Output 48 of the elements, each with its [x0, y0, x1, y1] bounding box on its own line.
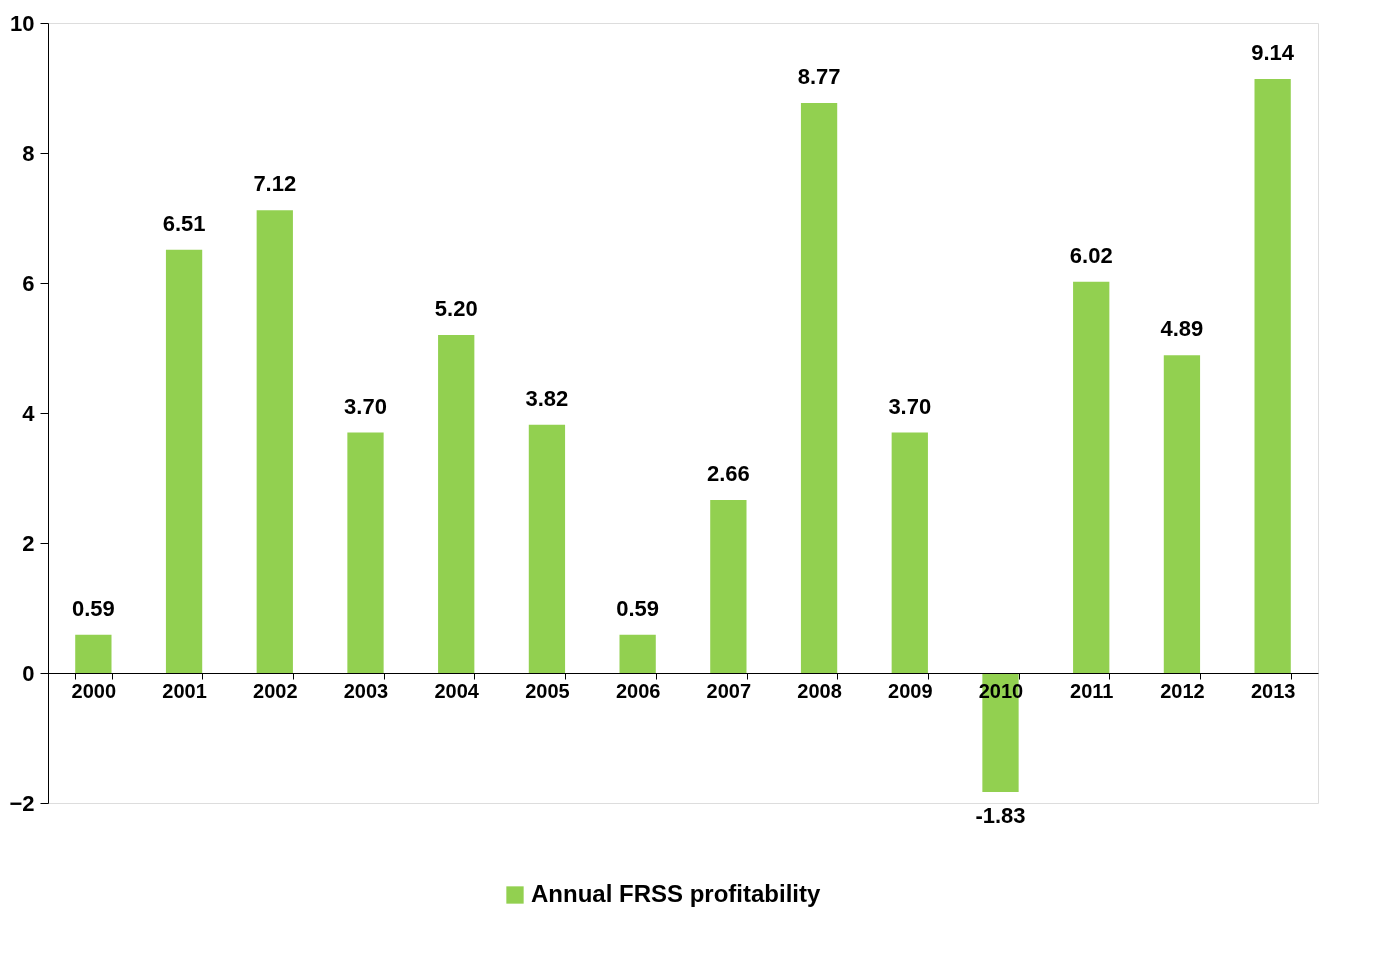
- y-tick-label: 6: [22, 270, 35, 296]
- data-label: 3.82: [525, 385, 569, 411]
- data-label: 6.51: [162, 210, 206, 236]
- data-label: 9.14: [1251, 39, 1295, 65]
- x-tick-label: 2003: [343, 679, 389, 702]
- y-tick-label: −2: [9, 790, 35, 816]
- data-label: 4.89: [1160, 316, 1204, 342]
- bar: [256, 210, 293, 673]
- x-tick-label: 2013: [1250, 679, 1296, 702]
- data-label: 7.12: [253, 171, 297, 197]
- bar: [619, 634, 656, 673]
- x-tick-label: 2002: [253, 679, 298, 702]
- bar: [891, 432, 928, 673]
- y-tick-label: 8: [22, 140, 35, 166]
- data-label: 3.70: [344, 393, 387, 419]
- y-tick-label: 2: [22, 530, 35, 556]
- bar: [1163, 355, 1201, 673]
- y-tick-label: 10: [10, 10, 35, 36]
- x-tick-label: 2005: [525, 679, 570, 702]
- bar: [800, 102, 838, 673]
- bar: [438, 335, 475, 673]
- x-tick-label: 2001: [162, 679, 207, 702]
- bar: [528, 424, 566, 673]
- x-tick-label: 2009: [888, 679, 933, 702]
- bar: [75, 634, 112, 673]
- bar: [1254, 78, 1291, 673]
- data-label: 6.02: [1069, 242, 1113, 268]
- x-tick-label: 2012: [1160, 679, 1205, 702]
- data-label: 2.66: [706, 461, 750, 487]
- legend-label: Annual FRSS profitability: [531, 880, 821, 907]
- x-tick-label: 2007: [706, 679, 752, 702]
- y-tick-label: 4: [22, 400, 36, 426]
- data-label: 0.59: [71, 595, 115, 621]
- bar: [1073, 281, 1110, 673]
- data-label: 0.59: [616, 595, 660, 621]
- y-tick-label: 0: [22, 660, 35, 686]
- x-tick-label: 2004: [434, 679, 480, 702]
- data-label: -1.83: [975, 802, 1026, 828]
- data-label: 5.20: [434, 296, 478, 321]
- x-tick-label: 2000: [71, 679, 117, 702]
- bar: [710, 500, 747, 673]
- bar: [165, 249, 203, 673]
- x-tick-label: 2011: [1070, 679, 1114, 702]
- x-tick-label: 2008: [797, 679, 842, 702]
- data-label: 3.70: [888, 393, 932, 419]
- data-label: 8.77: [797, 63, 841, 89]
- x-tick-label: 2006: [615, 679, 661, 702]
- bar: [347, 432, 384, 673]
